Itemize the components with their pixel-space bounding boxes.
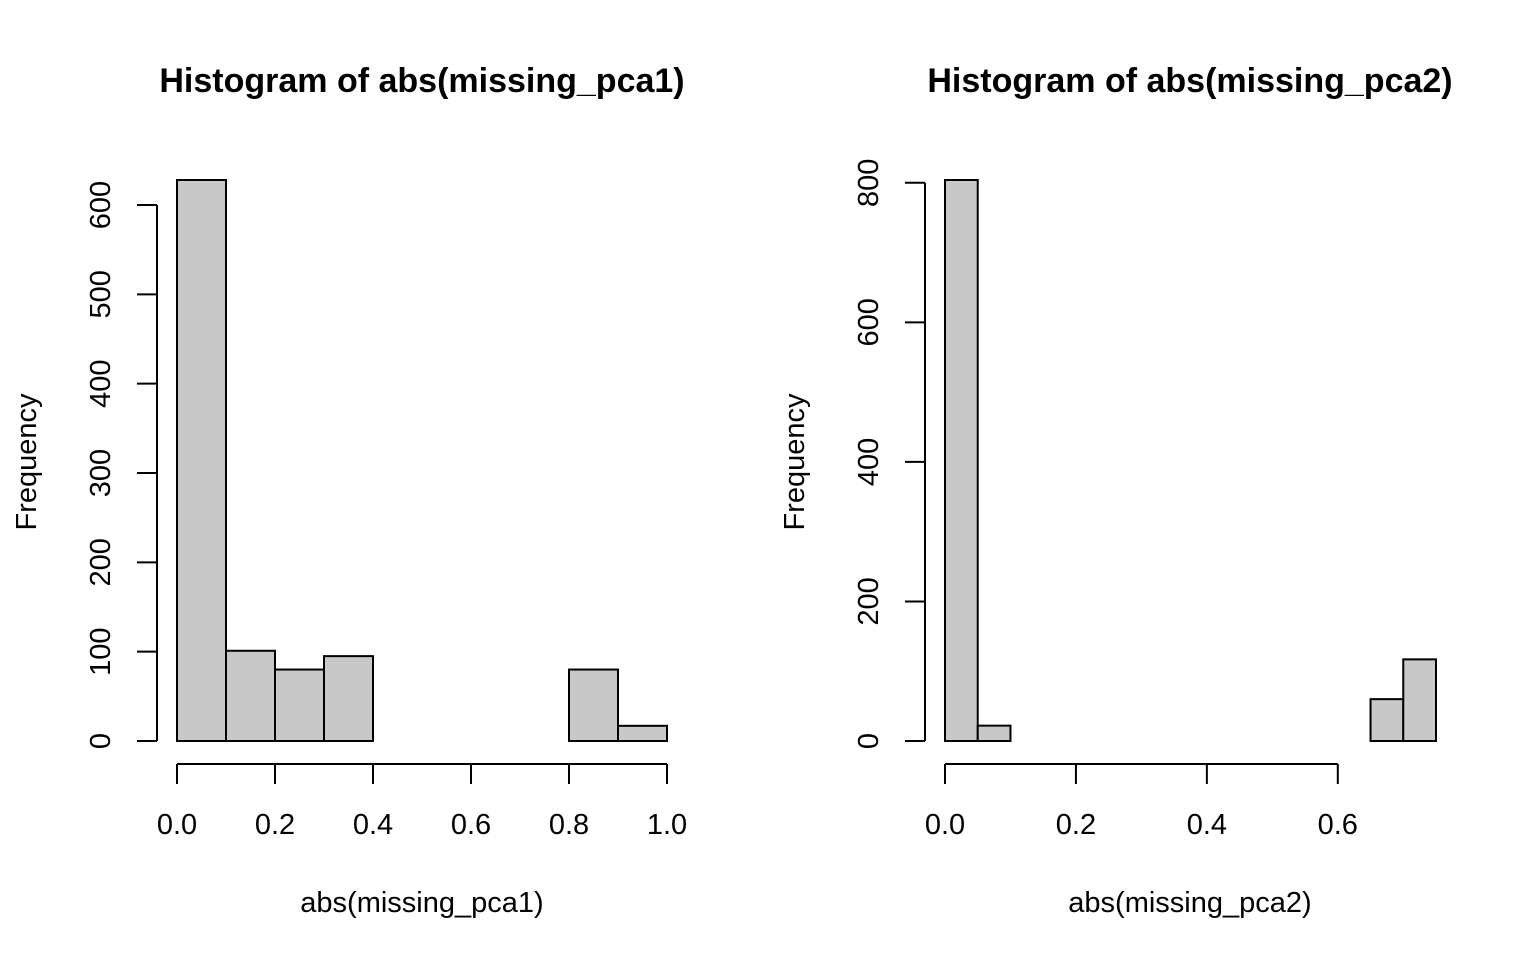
y-tick-label: 400 bbox=[853, 438, 885, 486]
chart-title: Histogram of abs(missing_pca1) bbox=[159, 62, 684, 100]
histogram-bar bbox=[323, 655, 374, 743]
x-axis: 0.0 0.2 0.4 0.6 0.8 1.0 bbox=[157, 763, 687, 841]
histogram-bar bbox=[944, 179, 979, 742]
y-axis: 0 100 200 300 400 500 600 bbox=[85, 181, 158, 749]
histogram-bar bbox=[225, 649, 276, 742]
chart-title: Histogram of abs(missing_pca2) bbox=[927, 62, 1452, 100]
y-axis-label: Frequency bbox=[11, 393, 43, 531]
histogram-bar bbox=[1369, 698, 1405, 743]
x-axis-label: abs(missing_pca2) bbox=[1068, 887, 1311, 919]
histogram-bar bbox=[976, 724, 1012, 742]
y-tick-label: 400 bbox=[85, 359, 117, 407]
x-tick-label: 0.4 bbox=[1187, 809, 1227, 841]
histogram-panel-1: Histogram of abs(missing_pca1) abs(missi… bbox=[11, 62, 687, 919]
x-tick-label: 0.0 bbox=[157, 809, 197, 841]
y-tick-label: 500 bbox=[85, 270, 117, 318]
histogram-bar bbox=[568, 668, 619, 742]
y-tick-label: 200 bbox=[85, 538, 117, 586]
x-axis: 0.0 0.2 0.4 0.6 bbox=[925, 763, 1358, 841]
histogram-bar bbox=[617, 724, 668, 743]
y-axis-label: Frequency bbox=[779, 393, 811, 531]
y-axis: 0 200 400 600 800 bbox=[853, 159, 926, 749]
y-tick-label: 300 bbox=[85, 449, 117, 497]
x-tick-label: 0.6 bbox=[1318, 809, 1358, 841]
y-tick-label: 200 bbox=[853, 577, 885, 625]
histogram-bar bbox=[176, 179, 227, 742]
x-axis-label: abs(missing_pca1) bbox=[300, 887, 543, 919]
y-tick-label: 0 bbox=[85, 733, 117, 749]
x-tick-label: 0.6 bbox=[451, 809, 491, 841]
x-tick-label: 0.2 bbox=[255, 809, 295, 841]
y-tick-label: 0 bbox=[853, 733, 885, 749]
histogram-bar bbox=[1402, 658, 1438, 742]
y-tick-label: 800 bbox=[853, 159, 885, 207]
x-tick-label: 0.4 bbox=[353, 809, 393, 841]
x-tick-label: 1.0 bbox=[647, 809, 687, 841]
x-tick-label: 0.2 bbox=[1056, 809, 1096, 841]
y-tick-label: 100 bbox=[85, 627, 117, 675]
y-tick-label: 600 bbox=[853, 298, 885, 346]
x-tick-label: 0.8 bbox=[549, 809, 589, 841]
bars bbox=[944, 179, 1438, 743]
bars bbox=[176, 179, 668, 743]
histogram-panel-2: Histogram of abs(missing_pca2) abs(missi… bbox=[779, 62, 1453, 919]
y-tick-label: 600 bbox=[85, 181, 117, 229]
histogram-bar bbox=[274, 668, 325, 742]
x-tick-label: 0.0 bbox=[925, 809, 965, 841]
